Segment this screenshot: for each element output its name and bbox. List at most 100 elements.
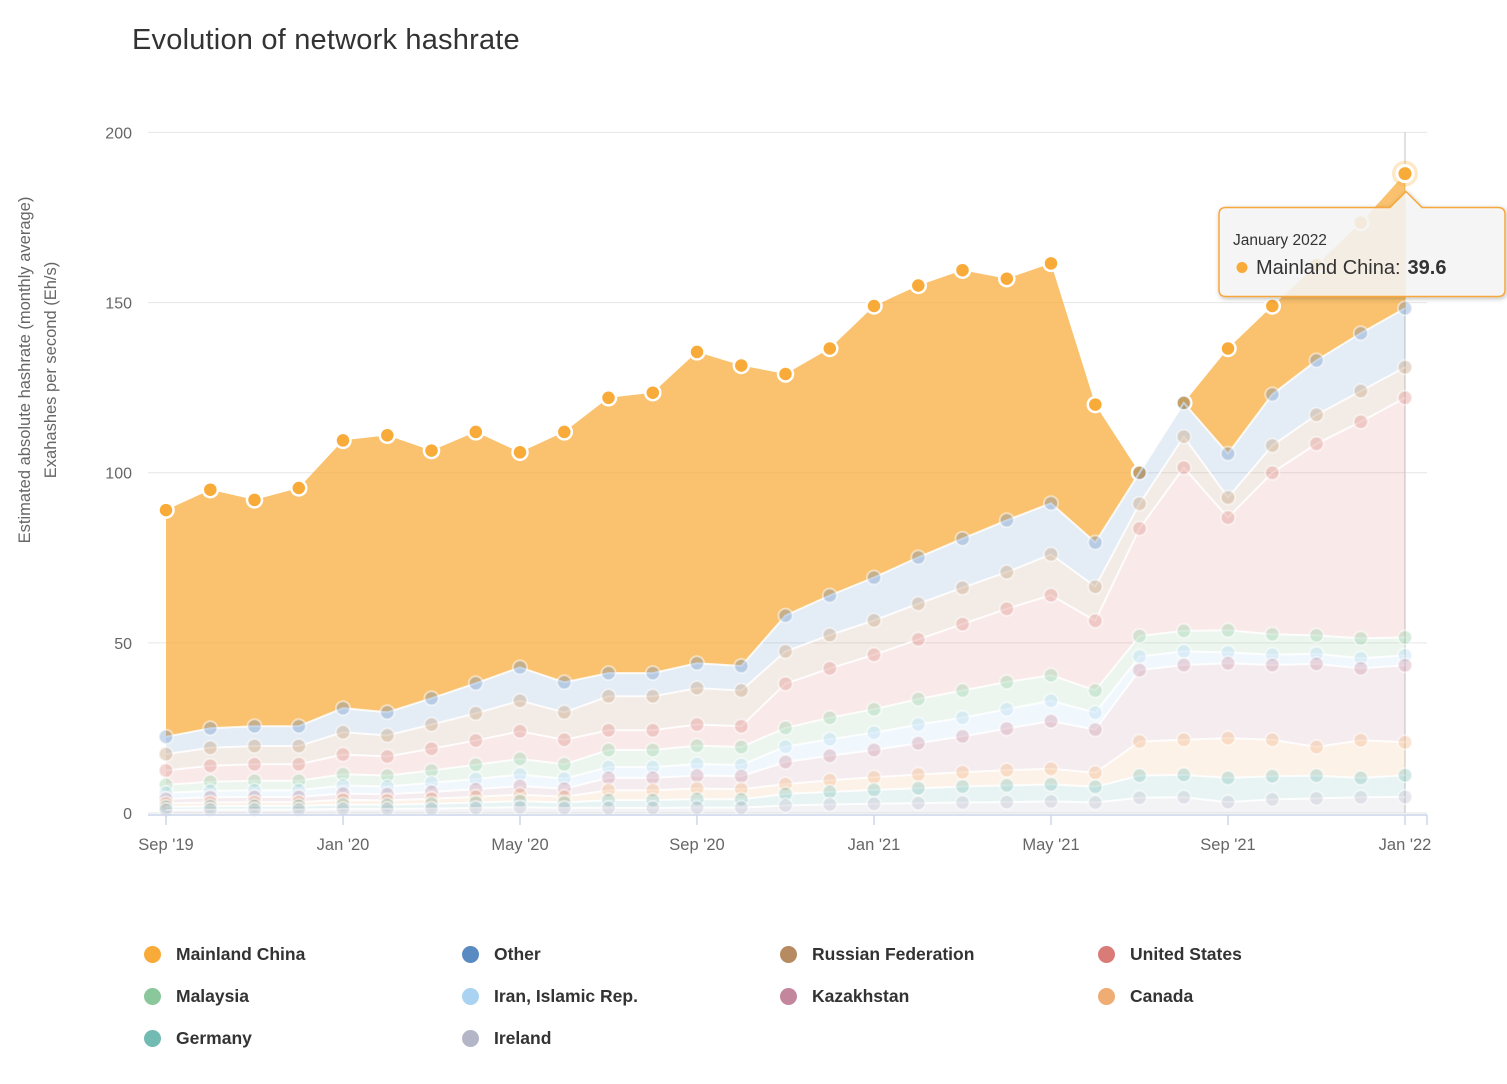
point-iran-islamic-rep[interactable]: [1133, 650, 1147, 664]
point-mainland-china[interactable]: [468, 424, 483, 439]
point-malaysia[interactable]: [779, 721, 793, 735]
point-ireland[interactable]: [1221, 795, 1235, 809]
legend-item-united-states[interactable]: United States: [1098, 938, 1418, 971]
point-other[interactable]: [867, 571, 881, 585]
legend-item-germany[interactable]: Germany: [144, 1022, 462, 1055]
point-russian-federation[interactable]: [1044, 547, 1058, 561]
point-germany[interactable]: [1354, 771, 1368, 785]
point-kazakhstan[interactable]: [1354, 661, 1368, 675]
point-malaysia[interactable]: [1310, 628, 1324, 642]
point-russian-federation[interactable]: [203, 741, 217, 755]
point-ireland[interactable]: [646, 801, 660, 815]
point-united-states[interactable]: [203, 759, 217, 773]
point-mainland-china[interactable]: [955, 263, 970, 278]
point-other[interactable]: [1133, 466, 1147, 480]
point-russian-federation[interactable]: [425, 718, 439, 732]
legend-item-russian-federation[interactable]: Russian Federation: [780, 938, 1098, 971]
point-mainland-china[interactable]: [867, 299, 882, 314]
point-malaysia[interactable]: [867, 702, 881, 716]
point-mainland-china[interactable]: [1265, 299, 1280, 314]
point-united-states[interactable]: [779, 677, 793, 691]
point-russian-federation[interactable]: [646, 689, 660, 703]
point-other[interactable]: [469, 676, 483, 690]
point-russian-federation[interactable]: [248, 739, 262, 753]
point-russian-federation[interactable]: [956, 581, 970, 595]
point-mainland-china[interactable]: [778, 367, 793, 382]
point-other[interactable]: [690, 656, 704, 670]
active-point[interactable]: [1397, 166, 1413, 182]
point-canada[interactable]: [1398, 735, 1412, 749]
point-russian-federation[interactable]: [1310, 408, 1324, 422]
point-iran-islamic-rep[interactable]: [779, 740, 793, 754]
point-canada[interactable]: [1221, 731, 1235, 745]
point-ireland[interactable]: [823, 798, 837, 812]
point-other[interactable]: [779, 609, 793, 623]
point-other[interactable]: [1354, 326, 1368, 340]
point-ireland[interactable]: [380, 802, 394, 816]
legend-item-other[interactable]: Other: [462, 938, 780, 971]
point-russian-federation[interactable]: [1265, 439, 1279, 453]
point-ireland[interactable]: [690, 801, 704, 815]
point-kazakhstan[interactable]: [956, 729, 970, 743]
point-mainland-china[interactable]: [601, 390, 616, 405]
point-malaysia[interactable]: [1044, 668, 1058, 682]
point-russian-federation[interactable]: [469, 706, 483, 720]
point-russian-federation[interactable]: [1398, 360, 1412, 374]
point-kazakhstan[interactable]: [734, 769, 748, 783]
point-ireland[interactable]: [1310, 791, 1324, 805]
point-kazakhstan[interactable]: [823, 749, 837, 763]
point-mainland-china[interactable]: [1044, 256, 1059, 271]
point-germany[interactable]: [1221, 771, 1235, 785]
point-other[interactable]: [823, 589, 837, 603]
point-kazakhstan[interactable]: [1177, 658, 1191, 672]
point-russian-federation[interactable]: [1133, 497, 1147, 511]
point-united-states[interactable]: [1133, 522, 1147, 536]
point-russian-federation[interactable]: [336, 725, 350, 739]
point-mainland-china[interactable]: [336, 433, 351, 448]
point-iran-islamic-rep[interactable]: [823, 732, 837, 746]
point-mainland-china[interactable]: [1088, 397, 1103, 412]
point-ireland[interactable]: [513, 800, 527, 814]
point-united-states[interactable]: [425, 742, 439, 756]
point-canada[interactable]: [1133, 735, 1147, 749]
point-other[interactable]: [1265, 387, 1279, 401]
point-mainland-china[interactable]: [203, 482, 218, 497]
point-mainland-china[interactable]: [999, 271, 1014, 286]
point-united-states[interactable]: [513, 724, 527, 738]
point-russian-federation[interactable]: [779, 644, 793, 658]
point-kazakhstan[interactable]: [779, 755, 793, 769]
point-malaysia[interactable]: [734, 740, 748, 754]
point-malaysia[interactable]: [911, 692, 925, 706]
point-united-states[interactable]: [646, 723, 660, 737]
point-other[interactable]: [380, 705, 394, 719]
point-other[interactable]: [1000, 513, 1014, 527]
point-iran-islamic-rep[interactable]: [1177, 644, 1191, 658]
point-united-states[interactable]: [292, 757, 306, 771]
point-ireland[interactable]: [867, 797, 881, 811]
point-mainland-china[interactable]: [380, 428, 395, 443]
point-kazakhstan[interactable]: [1000, 722, 1014, 736]
point-kazakhstan[interactable]: [1044, 714, 1058, 728]
point-russian-federation[interactable]: [513, 694, 527, 708]
point-united-states[interactable]: [911, 632, 925, 646]
point-canada[interactable]: [1265, 733, 1279, 747]
point-united-states[interactable]: [823, 661, 837, 675]
point-other[interactable]: [646, 666, 660, 680]
point-malaysia[interactable]: [602, 743, 616, 757]
point-other[interactable]: [956, 532, 970, 546]
point-malaysia[interactable]: [513, 752, 527, 766]
point-malaysia[interactable]: [1177, 624, 1191, 638]
point-germany[interactable]: [911, 781, 925, 795]
point-russian-federation[interactable]: [1354, 384, 1368, 398]
point-other[interactable]: [203, 721, 217, 735]
point-germany[interactable]: [1398, 768, 1412, 782]
point-united-states[interactable]: [557, 733, 571, 747]
point-ireland[interactable]: [1354, 790, 1368, 804]
point-malaysia[interactable]: [1398, 630, 1412, 644]
point-russian-federation[interactable]: [1088, 580, 1102, 594]
point-malaysia[interactable]: [1354, 631, 1368, 645]
point-mainland-china[interactable]: [159, 503, 174, 518]
point-malaysia[interactable]: [469, 758, 483, 772]
point-other[interactable]: [1044, 496, 1058, 510]
point-other[interactable]: [557, 675, 571, 689]
